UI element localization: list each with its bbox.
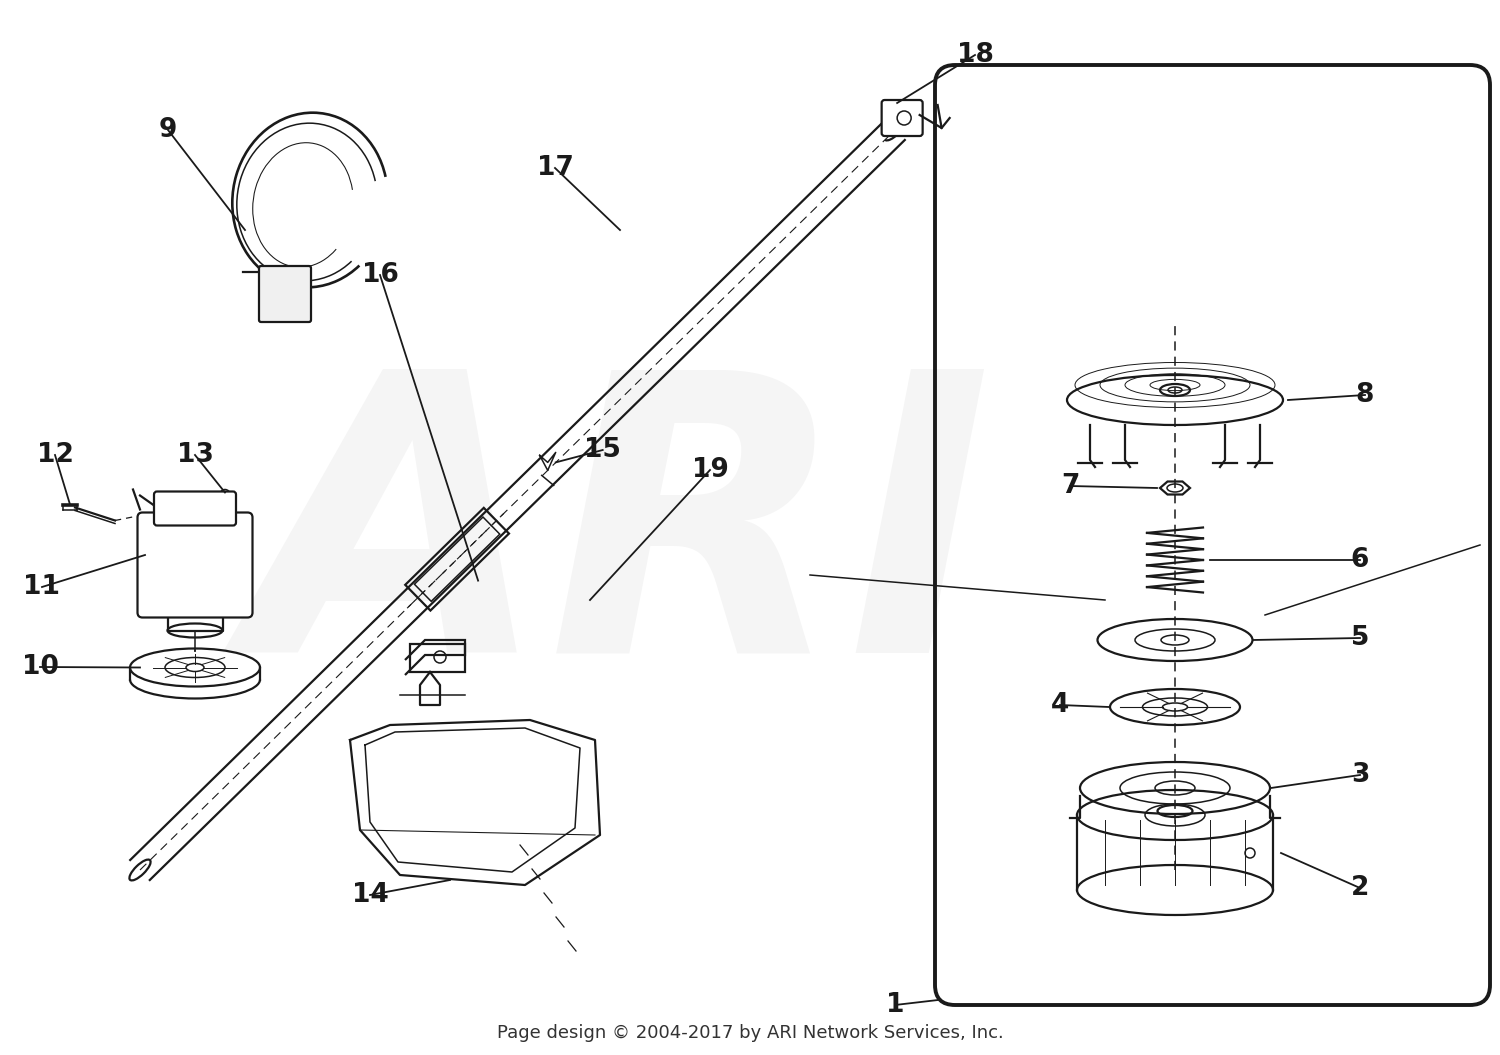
Text: 5: 5 <box>1352 625 1370 651</box>
Text: 11: 11 <box>24 574 60 600</box>
Text: Page design © 2004-2017 by ARI Network Services, Inc.: Page design © 2004-2017 by ARI Network S… <box>496 1024 1004 1042</box>
FancyBboxPatch shape <box>154 492 236 525</box>
Text: 16: 16 <box>362 262 399 288</box>
FancyBboxPatch shape <box>260 266 310 322</box>
Text: 12: 12 <box>36 442 74 468</box>
Text: 17: 17 <box>537 155 573 181</box>
Text: 15: 15 <box>585 437 621 463</box>
Text: 6: 6 <box>1352 546 1370 573</box>
Text: 18: 18 <box>957 42 993 68</box>
Text: 14: 14 <box>351 882 388 908</box>
Text: 4: 4 <box>1052 692 1070 718</box>
FancyBboxPatch shape <box>882 100 922 136</box>
Text: 9: 9 <box>159 117 177 143</box>
Text: 1: 1 <box>885 992 904 1018</box>
Text: 10: 10 <box>21 654 58 680</box>
Text: ARI: ARI <box>248 357 993 733</box>
Text: 19: 19 <box>692 457 729 483</box>
Text: 3: 3 <box>1352 762 1370 788</box>
Text: 2: 2 <box>1352 875 1370 901</box>
Text: 7: 7 <box>1060 473 1078 499</box>
FancyBboxPatch shape <box>138 513 252 617</box>
Text: 8: 8 <box>1356 382 1374 408</box>
Text: 13: 13 <box>177 442 213 468</box>
